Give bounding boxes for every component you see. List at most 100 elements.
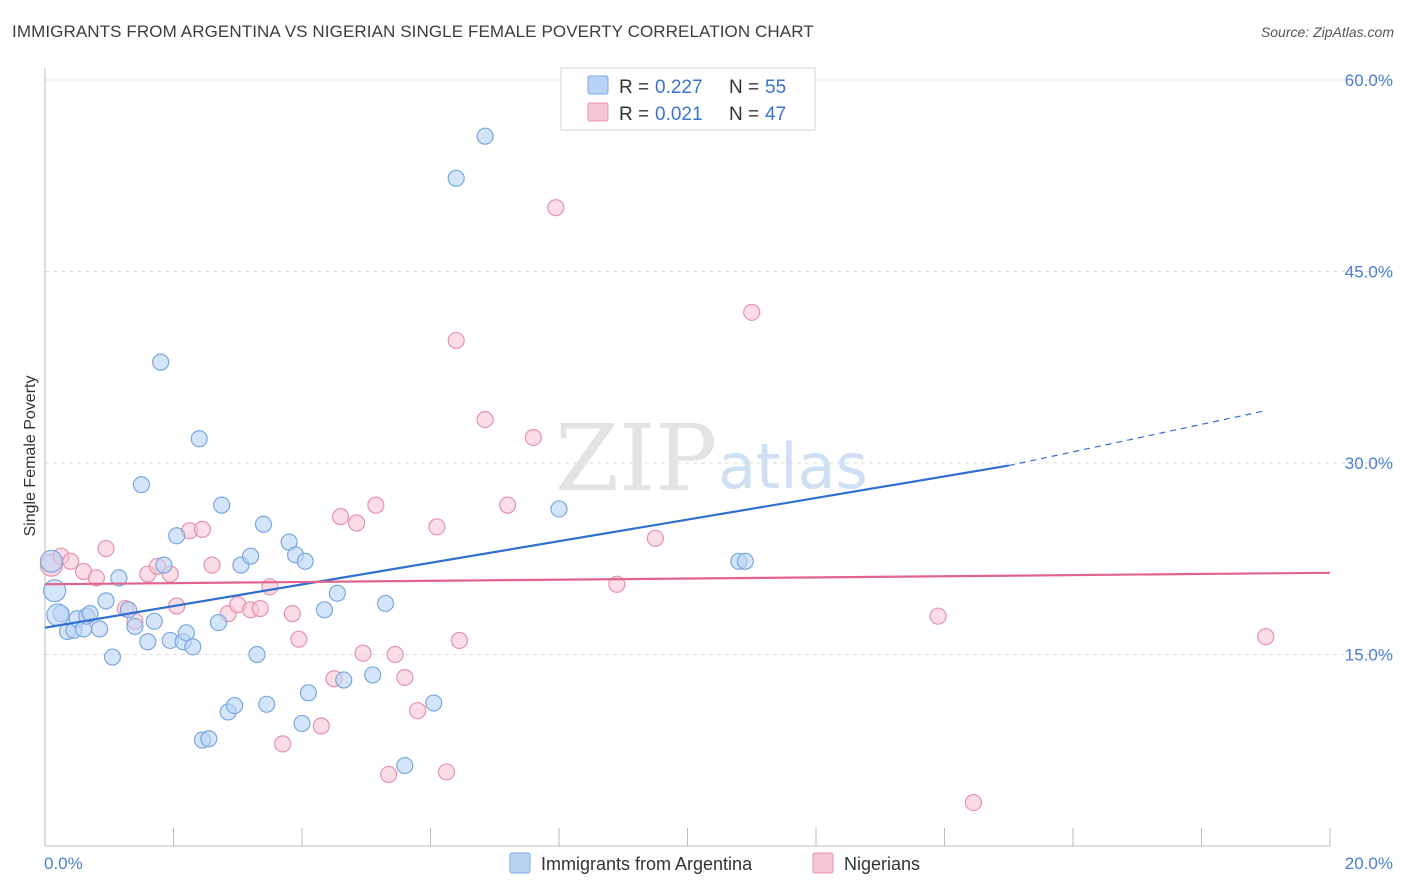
x-tick-label-0: 0.0% [44, 854, 83, 873]
x-tick-labels: 0.0% 20.0% [44, 854, 1393, 873]
argentina-trend-line [44, 464, 1009, 629]
argentina-point-42 [328, 584, 346, 602]
nigerians-point-14 [203, 556, 221, 574]
legend-pink-r-value: 0.021 [655, 104, 703, 125]
nigerians-point-25 [331, 508, 350, 526]
argentina-point-45 [376, 594, 395, 613]
argentina-point-10 [103, 648, 122, 666]
argentina-point-16 [145, 612, 163, 630]
argentina-point-7 [81, 605, 99, 623]
watermark-zip: ZIP [555, 405, 717, 512]
nigerians-point-31 [396, 668, 414, 687]
nigerians-point-42 [646, 529, 664, 547]
argentina-point-53 [39, 549, 64, 573]
argentina-point-15 [139, 633, 157, 651]
argentina-point-14 [132, 476, 150, 494]
argentina-point-0 [43, 579, 67, 603]
argentina-point-35 [258, 695, 276, 713]
argentina-point-32 [242, 547, 260, 565]
argentina-point-48 [447, 169, 465, 187]
nigerians-point-18 [251, 599, 269, 618]
argentina-point-23 [184, 638, 202, 656]
axes [44, 68, 1331, 847]
nigerians-point-21 [283, 605, 301, 623]
nigerians-point-36 [450, 631, 469, 650]
nigerians-point-40 [547, 199, 565, 217]
source-label: Source: ZipAtlas.com [1260, 24, 1394, 40]
legend-pink-r-label: R = [619, 104, 654, 125]
argentina-point-11 [110, 569, 128, 587]
nigerians-point-43 [743, 303, 761, 321]
y-tick-labels: 15.0% 30.0% 45.0% 60.0% [1345, 71, 1393, 665]
legend-pink-n-label: N = [729, 104, 764, 125]
legend-bottom: Immigrants from Argentina Nigerians [509, 852, 920, 874]
nigerians-point-23 [312, 717, 330, 735]
argentina-point-24 [190, 430, 208, 448]
nigerians-point-37 [476, 410, 494, 429]
legend-pink-swatch [587, 102, 609, 122]
y-tick-label-0: 15.0% [1345, 646, 1393, 665]
argentina-point-30 [225, 696, 244, 715]
argentina-point-54 [46, 603, 70, 627]
watermark-atlas: atlas [718, 430, 868, 503]
argentina-point-8 [91, 620, 109, 638]
nigerians-point-13 [193, 520, 212, 538]
legend-bottom-blue-swatch [509, 852, 531, 874]
argentina-point-33 [248, 645, 266, 664]
nigerians-point-46 [1257, 628, 1275, 646]
nigerians-point-27 [354, 644, 372, 662]
legend-blue-r-value: 0.227 [655, 77, 703, 98]
nigerians-point-33 [428, 518, 446, 536]
argentina-point-9 [97, 592, 115, 610]
argentina-point-38 [293, 714, 311, 733]
y-tick-label-1: 30.0% [1345, 454, 1393, 473]
argentina-point-46 [396, 756, 414, 775]
argentina-point-49 [476, 127, 494, 145]
argentina-point-40 [299, 684, 318, 702]
argentina-point-18 [155, 556, 173, 574]
nigerians-point-45 [964, 793, 983, 812]
nigerians-point-4 [87, 569, 106, 587]
nigerians-point-35 [447, 331, 465, 350]
legend-blue-swatch [587, 75, 609, 95]
argentina-point-47 [425, 694, 443, 712]
argentina-point-26 [200, 730, 218, 748]
nigerians-point-28 [367, 496, 385, 514]
nigerians-point-44 [929, 607, 947, 625]
argentina-trend-extension [1008, 410, 1266, 467]
argentina-point-27 [209, 613, 228, 632]
nigerians-point-38 [499, 496, 517, 514]
nigerians-point-26 [348, 514, 366, 532]
argentina-point-28 [213, 496, 231, 514]
argentina-point-52 [736, 552, 754, 570]
legend-bottom-blue-label: Immigrants from Argentina [541, 854, 753, 874]
trend-lines [44, 410, 1331, 629]
argentina-point-22 [177, 624, 195, 642]
nigerians-point-29 [380, 765, 398, 784]
y-tick-label-3: 60.0% [1345, 71, 1393, 90]
x-tick-label-1: 20.0% [1345, 854, 1393, 873]
nigerians-point-34 [437, 763, 456, 781]
argentina-point-44 [364, 666, 382, 684]
y-tick-label-2: 45.0% [1345, 263, 1393, 282]
nigerians-point-5 [97, 539, 115, 558]
legend-top: R = 0.227 N = 55 R = 0.021 N = 47 [560, 67, 816, 131]
legend-blue-n-value: 55 [765, 77, 786, 98]
y-axis-label: Single Female Poverty [22, 376, 39, 537]
argentina-point-13 [126, 617, 144, 636]
legend-bottom-pink-swatch [812, 852, 834, 874]
argentina-point-20 [168, 527, 186, 545]
legend-blue-r-label: R = [619, 77, 654, 98]
argentina-point-34 [254, 515, 273, 533]
nigerians-point-32 [409, 702, 427, 720]
legend-pink-n-value: 47 [765, 104, 786, 125]
nigerians-point-39 [524, 428, 542, 447]
watermark: ZIP atlas [555, 405, 868, 512]
legend-bottom-pink-label: Nigerians [844, 854, 920, 874]
chart-title: IMMIGRANTS FROM ARGENTINA VS NIGERIAN SI… [12, 22, 814, 41]
argentina-point-50 [550, 500, 568, 518]
nigerians-point-22 [290, 630, 308, 648]
nigerians-point-30 [386, 645, 404, 664]
argentina-point-39 [296, 552, 314, 570]
